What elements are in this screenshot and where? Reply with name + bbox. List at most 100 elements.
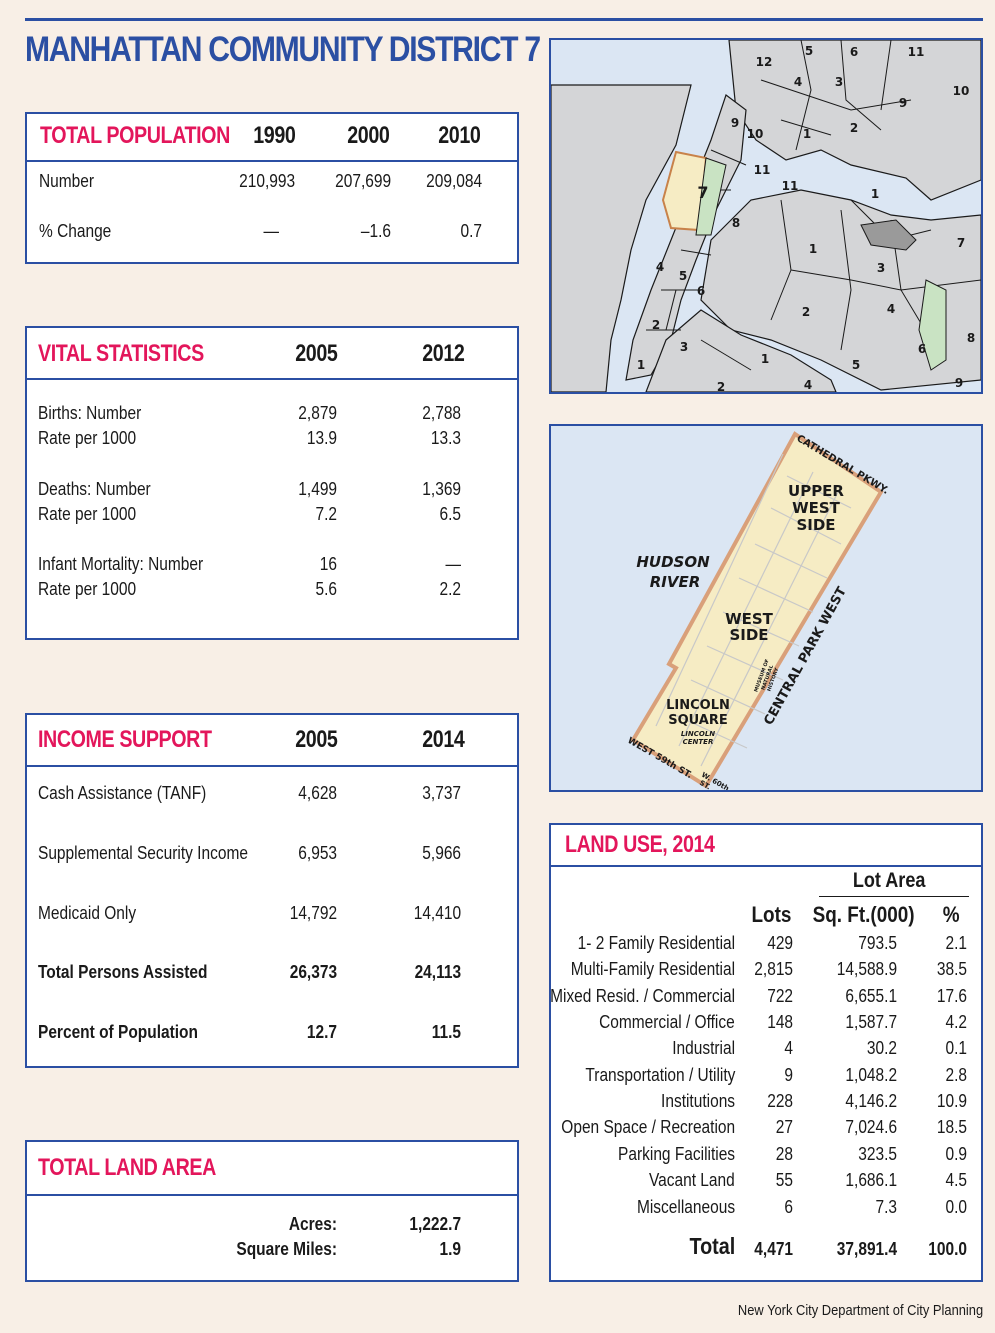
income-title: INCOME SUPPORT: [38, 726, 212, 753]
lincoln-square-label: LINCOLN: [666, 698, 730, 713]
land-use-percent: 2.1: [945, 933, 967, 953]
map-number: 2: [717, 380, 725, 392]
land-use-lots: 4: [784, 1038, 793, 1058]
vital-cell: 2.2: [439, 579, 461, 599]
land-use-percent: 2.8: [945, 1065, 967, 1085]
land-use-sqft: 1,587.7: [845, 1012, 897, 1032]
land-use-label: Mixed Resid. / Commercial: [550, 986, 735, 1006]
land-use-lots: 6: [784, 1197, 793, 1217]
land-area-table: TOTAL LAND AREA Acres: 1,222.7 Square Mi…: [25, 1140, 519, 1282]
land-area-label: Acres:: [288, 1214, 337, 1234]
vital-cell: 1,369: [422, 479, 461, 499]
income-row-label: Total Persons Assisted: [38, 962, 208, 982]
map-number: 5: [679, 269, 687, 283]
vital-cell: 13.3: [430, 428, 461, 448]
upper-west-side-label: WEST: [792, 499, 841, 517]
map-number: 5: [805, 44, 813, 58]
income-cell: 14,792: [289, 903, 337, 923]
vital-cell: 2,788: [422, 403, 461, 423]
land-use-sqft: 1,048.2: [845, 1065, 897, 1085]
income-cell: 11.5: [431, 1022, 461, 1042]
column-lots: Lots: [751, 902, 791, 927]
income-row-label: Medicaid Only: [38, 903, 137, 923]
land-use-total-percent: 100.0: [928, 1239, 967, 1259]
land-use-label: Transportation / Utility: [585, 1065, 735, 1085]
income-cell: 4,628: [298, 783, 337, 803]
vital-row-label: Births: Number: [38, 403, 142, 423]
land-use-total-sqft: 37,891.4: [836, 1239, 897, 1259]
map-number: 1: [871, 187, 879, 201]
airport: [860, 219, 917, 251]
income-cell: 3,737: [422, 783, 461, 803]
population-header: TOTAL POPULATION 1990 2000 2010: [27, 114, 517, 162]
population-row-label: % Change: [39, 221, 112, 241]
district-boundary: [630, 431, 884, 789]
land-use-percent: 17.6: [936, 986, 967, 1006]
vital-row-label: Infant Mortality: Number: [38, 554, 204, 574]
map-number: 8: [967, 331, 975, 345]
map-number: 10: [747, 127, 764, 141]
population-cell: 210,993: [239, 171, 295, 191]
vital-statistics-table: VITAL STATISTICS 2005 2012 Births: Numbe…: [25, 326, 519, 640]
map-number: 9: [955, 376, 963, 390]
income-year-2014: 2014: [421, 726, 465, 753]
map-number: 2: [802, 305, 810, 319]
district-7-highlight: [661, 150, 708, 232]
map-number: 1: [803, 127, 811, 141]
land-use-lots: 429: [767, 933, 793, 953]
map-number: 1: [761, 352, 769, 366]
land-use-sqft: 7.3: [875, 1197, 897, 1217]
map-number: 3: [877, 261, 885, 275]
map-number: 4: [656, 260, 664, 274]
locator-map: 12 5 6 11 4 3 10 9 9 10 1 2 11 7 11 1 8 …: [549, 38, 983, 394]
population-year-2000: 2000: [346, 122, 390, 149]
locator-map-svg: 12 5 6 11 4 3 10 9 9 10 1 2 11 7 11 1 8 …: [551, 40, 981, 392]
vital-cell: 7.2: [315, 504, 337, 524]
vital-row-label: Rate per 1000: [38, 428, 137, 448]
land-use-sqft: 4,146.2: [845, 1091, 897, 1111]
map-number: 11: [908, 45, 925, 59]
land-area-header: TOTAL LAND AREA: [27, 1142, 517, 1196]
map-number: 11: [782, 179, 799, 193]
lot-area-header: Lot Area: [852, 869, 925, 892]
vital-header: VITAL STATISTICS 2005 2012: [27, 328, 517, 380]
income-cell: 24,113: [414, 962, 461, 982]
map-number: 3: [680, 340, 688, 354]
land-use-lots: 2,815: [754, 959, 793, 979]
vital-year-2005: 2005: [294, 340, 338, 367]
land-use-label: Parking Facilities: [617, 1144, 735, 1164]
vital-cell: 1,499: [298, 479, 337, 499]
vital-cell: 5.6: [315, 579, 337, 599]
income-cell: 12.7: [306, 1022, 337, 1042]
land-use-percent: 10.9: [936, 1091, 967, 1111]
land-use-sqft: 14,588.9: [836, 959, 897, 979]
income-cell: 6,953: [298, 843, 337, 863]
top-rule: [25, 18, 983, 21]
vital-row-label: Rate per 1000: [38, 504, 137, 524]
vital-year-2012: 2012: [421, 340, 465, 367]
land-use-sqft: 6,655.1: [845, 986, 897, 1006]
flushing-park: [918, 279, 947, 371]
land-use-lots: 148: [767, 1012, 793, 1032]
land-use-label: Commercial / Office: [599, 1012, 735, 1032]
population-title: TOTAL POPULATION: [40, 122, 230, 149]
income-support-table: INCOME SUPPORT 2005 2014 Cash Assistance…: [25, 713, 519, 1068]
map-number: 4: [794, 75, 802, 89]
map-number: 1: [809, 242, 817, 256]
population-year-1990: 1990: [252, 122, 296, 149]
upper-west-side-label: SIDE: [796, 516, 835, 534]
map-number: 6: [850, 45, 858, 59]
river-label: RIVER: [650, 573, 701, 591]
population-cell: 207,699: [335, 171, 391, 191]
land-use-label: 1- 2 Family Residential: [577, 933, 735, 953]
land-use-title: LAND USE, 2014: [565, 831, 715, 858]
map-number: 9: [731, 116, 739, 130]
income-row-label: Cash Assistance (TANF): [38, 783, 207, 803]
column-sqft: Sq. Ft.(000): [813, 902, 915, 927]
population-cell: 0.7: [460, 221, 482, 241]
footer-credit: New York City Department of City Plannin…: [737, 1302, 983, 1319]
land-use-lots: 55: [775, 1170, 793, 1190]
hudson-label: HUDSON: [636, 553, 710, 571]
land-use-label: Industrial: [672, 1038, 735, 1058]
map-number: 3: [835, 75, 843, 89]
